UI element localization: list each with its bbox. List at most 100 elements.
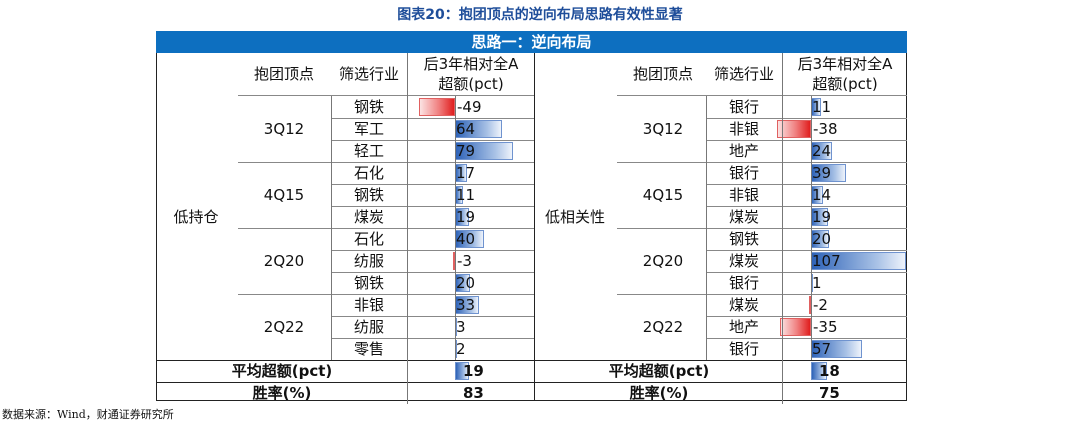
row-rule xyxy=(707,140,907,141)
group-rule xyxy=(238,228,534,229)
industry-name: 零售 xyxy=(353,340,384,358)
industry-name: 纺服 xyxy=(353,318,384,336)
industry-name: 轻工 xyxy=(353,142,384,160)
industry-name: 煤炭 xyxy=(353,208,384,226)
excess-value: 11 xyxy=(812,98,832,116)
summary-divider xyxy=(782,360,783,404)
header-rule xyxy=(617,95,907,96)
excess-bar xyxy=(779,318,811,336)
header-excess-line2: 超额(pct) xyxy=(812,75,878,93)
industry-name: 地产 xyxy=(728,142,759,160)
group-rule xyxy=(238,162,534,163)
summary-rule xyxy=(156,382,534,383)
row-rule xyxy=(332,184,534,185)
excess-value: 24 xyxy=(812,142,832,160)
row-rule xyxy=(332,206,534,207)
header-peak: 抱团顶点 xyxy=(253,65,314,83)
industry-name: 非银 xyxy=(353,296,384,314)
industry-rule xyxy=(706,96,707,360)
industry-name: 钢铁 xyxy=(728,230,759,248)
excess-value: 33 xyxy=(456,296,476,314)
summary-rule xyxy=(156,360,534,361)
industry-left-rule xyxy=(407,53,408,96)
peak-label: 4Q15 xyxy=(642,186,684,204)
excess-value: -38 xyxy=(813,120,838,138)
group-rule xyxy=(617,162,907,163)
row-rule xyxy=(707,184,907,185)
excess-value: 19 xyxy=(456,208,476,226)
excess-value: -49 xyxy=(457,98,482,116)
data-source-note: 数据来源：Wind，财通证券研究所 xyxy=(2,408,174,421)
industry-name: 钢铁 xyxy=(353,186,384,204)
win-label: 胜率(%) xyxy=(629,384,689,402)
row-rule xyxy=(332,316,534,317)
excess-value: 14 xyxy=(812,186,832,204)
row-rule xyxy=(707,250,907,251)
summary-divider xyxy=(407,360,408,404)
row-rule xyxy=(707,316,907,317)
industry-name: 石化 xyxy=(353,230,384,248)
value-rule xyxy=(782,96,783,360)
peak-label: 2Q20 xyxy=(642,252,684,270)
industry-name: 煤炭 xyxy=(728,296,759,314)
header-excess-line1: 后3年相对全A xyxy=(423,55,519,73)
avg-value: 19 xyxy=(463,362,484,380)
header-rule xyxy=(238,95,534,96)
summary-rule xyxy=(535,360,907,361)
industry-name: 非银 xyxy=(728,120,759,138)
excess-value: 17 xyxy=(456,164,476,182)
excess-bar xyxy=(452,252,455,270)
industry-name: 石化 xyxy=(353,164,384,182)
excess-value: 20 xyxy=(812,230,832,248)
peak-label: 2Q22 xyxy=(642,318,684,336)
excess-value: 1 xyxy=(812,274,822,292)
industry-name: 非银 xyxy=(728,186,759,204)
excess-value: 57 xyxy=(812,340,832,358)
group-label: 低相关性 xyxy=(544,208,605,226)
industry-name: 煤炭 xyxy=(728,252,759,270)
industry-left-rule xyxy=(782,53,783,96)
avg-label: 平均超额(pct) xyxy=(608,362,710,380)
excess-value: 39 xyxy=(812,164,832,182)
row-rule xyxy=(332,140,534,141)
row-rule xyxy=(332,338,534,339)
value-rule xyxy=(407,96,408,360)
excess-value: 64 xyxy=(456,120,476,138)
industry-name: 钢铁 xyxy=(353,274,384,292)
group-rule xyxy=(617,228,907,229)
avg-label: 平均超额(pct) xyxy=(231,362,333,380)
excess-value: -35 xyxy=(813,318,838,336)
peak-label: 2Q22 xyxy=(263,318,305,336)
row-rule xyxy=(707,118,907,119)
header-industry: 筛选行业 xyxy=(713,65,774,83)
excess-value: 107 xyxy=(812,252,841,270)
row-rule xyxy=(332,250,534,251)
header-industry: 筛选行业 xyxy=(338,65,399,83)
industry-name: 军工 xyxy=(353,120,384,138)
group-rule xyxy=(617,294,907,295)
industry-name: 煤炭 xyxy=(728,208,759,226)
excess-value: 3 xyxy=(456,318,466,336)
avg-bar xyxy=(811,362,827,380)
header-excess-line2: 超额(pct) xyxy=(438,75,504,93)
win-label: 胜率(%) xyxy=(252,384,312,402)
industry-name: 银行 xyxy=(728,340,759,358)
header-excess-line1: 后3年相对全A xyxy=(797,55,893,73)
row-rule xyxy=(332,272,534,273)
industry-name: 钢铁 xyxy=(353,98,384,116)
summary-rule xyxy=(535,382,907,383)
excess-value: 79 xyxy=(456,142,476,160)
industry-rule xyxy=(331,96,332,360)
win-value: 75 xyxy=(819,384,840,402)
group-label: 低持仓 xyxy=(173,208,219,226)
peak-label: 3Q12 xyxy=(263,120,305,138)
industry-name: 银行 xyxy=(728,98,759,116)
figure-title: 图表20：抱团顶点的逆向布局思路有效性显著 xyxy=(397,7,683,23)
industry-name: 地产 xyxy=(728,318,759,336)
peak-label: 4Q15 xyxy=(263,186,305,204)
row-rule xyxy=(332,118,534,119)
row-rule xyxy=(707,272,907,273)
zero-axis xyxy=(455,96,456,360)
row-rule xyxy=(707,338,907,339)
row-rule xyxy=(707,206,907,207)
